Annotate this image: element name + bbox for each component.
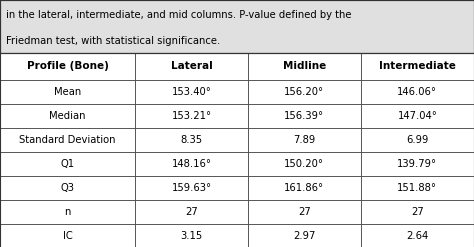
Bar: [248, 53, 361, 80]
Bar: [135, 176, 248, 200]
Bar: [361, 152, 474, 176]
Bar: [0, 152, 135, 176]
Text: 2.97: 2.97: [293, 231, 316, 241]
Bar: [0, 53, 135, 80]
Bar: [248, 224, 361, 247]
Bar: [135, 200, 248, 224]
Bar: [361, 176, 474, 200]
Text: 27: 27: [411, 207, 424, 217]
Bar: [361, 224, 474, 247]
Bar: [248, 176, 361, 200]
Text: Intermediate: Intermediate: [379, 61, 456, 71]
Text: Q1: Q1: [61, 159, 74, 169]
Text: 2.64: 2.64: [406, 231, 428, 241]
Text: 153.21°: 153.21°: [172, 111, 211, 121]
Text: 156.20°: 156.20°: [284, 87, 324, 97]
Bar: [248, 80, 361, 104]
Bar: [361, 53, 474, 80]
Text: Q3: Q3: [61, 183, 74, 193]
Bar: [361, 200, 474, 224]
Text: 7.89: 7.89: [293, 135, 315, 145]
Text: IC: IC: [63, 231, 73, 241]
Text: 151.88°: 151.88°: [397, 183, 438, 193]
Bar: [135, 224, 248, 247]
Text: in the lateral, intermediate, and mid columns. P-value defined by the: in the lateral, intermediate, and mid co…: [6, 10, 351, 20]
Bar: [135, 104, 248, 128]
Bar: [0, 0, 474, 53]
Text: 161.86°: 161.86°: [284, 183, 324, 193]
Text: 146.06°: 146.06°: [397, 87, 438, 97]
Text: 153.40°: 153.40°: [172, 87, 211, 97]
Text: 27: 27: [298, 207, 310, 217]
Text: Lateral: Lateral: [171, 61, 212, 71]
Bar: [0, 200, 135, 224]
Text: n: n: [64, 207, 71, 217]
Bar: [0, 80, 135, 104]
Text: 156.39°: 156.39°: [284, 111, 324, 121]
Bar: [135, 128, 248, 152]
Bar: [248, 152, 361, 176]
Text: Standard Deviation: Standard Deviation: [19, 135, 116, 145]
Bar: [248, 128, 361, 152]
Text: 6.99: 6.99: [406, 135, 428, 145]
Bar: [0, 0, 474, 53]
Text: 139.79°: 139.79°: [397, 159, 438, 169]
Bar: [361, 128, 474, 152]
Text: 148.16°: 148.16°: [172, 159, 211, 169]
Text: 27: 27: [185, 207, 198, 217]
Bar: [0, 53, 474, 247]
Text: Median: Median: [49, 111, 86, 121]
Text: Midline: Midline: [283, 61, 326, 71]
Text: 3.15: 3.15: [181, 231, 202, 241]
Bar: [0, 104, 135, 128]
Bar: [0, 128, 135, 152]
Text: 150.20°: 150.20°: [284, 159, 324, 169]
Bar: [248, 104, 361, 128]
Bar: [361, 80, 474, 104]
Text: 159.63°: 159.63°: [172, 183, 211, 193]
Text: Friedman test, with statistical significance.: Friedman test, with statistical signific…: [6, 36, 220, 46]
Bar: [0, 176, 135, 200]
Bar: [135, 53, 248, 80]
Bar: [135, 152, 248, 176]
Text: Mean: Mean: [54, 87, 81, 97]
Bar: [135, 80, 248, 104]
Text: Profile (Bone): Profile (Bone): [27, 61, 109, 71]
Bar: [361, 104, 474, 128]
Text: 8.35: 8.35: [181, 135, 202, 145]
Text: 147.04°: 147.04°: [397, 111, 438, 121]
Bar: [248, 200, 361, 224]
Bar: [0, 224, 135, 247]
